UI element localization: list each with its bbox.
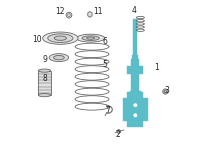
Polygon shape bbox=[130, 91, 141, 95]
Ellipse shape bbox=[49, 54, 69, 62]
Circle shape bbox=[163, 89, 168, 94]
Ellipse shape bbox=[48, 34, 73, 42]
Circle shape bbox=[134, 103, 137, 107]
Ellipse shape bbox=[53, 55, 64, 60]
Polygon shape bbox=[88, 11, 92, 17]
Text: 5: 5 bbox=[103, 60, 107, 69]
Polygon shape bbox=[117, 130, 120, 133]
Ellipse shape bbox=[38, 69, 51, 72]
Text: 2: 2 bbox=[116, 130, 120, 139]
Circle shape bbox=[134, 114, 137, 117]
Text: 8: 8 bbox=[42, 74, 47, 83]
Text: 4: 4 bbox=[131, 6, 136, 15]
Text: 1: 1 bbox=[155, 63, 159, 72]
Polygon shape bbox=[123, 98, 128, 121]
Text: 6: 6 bbox=[103, 37, 107, 46]
Bar bbox=[38, 71, 51, 95]
Polygon shape bbox=[133, 19, 137, 56]
Ellipse shape bbox=[38, 93, 51, 97]
Text: 11: 11 bbox=[93, 7, 103, 16]
Ellipse shape bbox=[54, 36, 66, 40]
Polygon shape bbox=[131, 59, 139, 98]
Ellipse shape bbox=[77, 34, 105, 42]
Polygon shape bbox=[127, 66, 143, 74]
Circle shape bbox=[164, 90, 167, 93]
Text: 3: 3 bbox=[165, 86, 170, 95]
Text: 7: 7 bbox=[105, 106, 110, 115]
Ellipse shape bbox=[43, 32, 78, 44]
Text: 12: 12 bbox=[55, 7, 64, 16]
Circle shape bbox=[68, 14, 70, 16]
Polygon shape bbox=[132, 55, 138, 62]
Text: 9: 9 bbox=[42, 55, 47, 64]
Ellipse shape bbox=[82, 36, 99, 40]
Polygon shape bbox=[143, 98, 148, 121]
Circle shape bbox=[66, 12, 72, 18]
Text: 10: 10 bbox=[32, 35, 41, 44]
Polygon shape bbox=[127, 92, 143, 127]
